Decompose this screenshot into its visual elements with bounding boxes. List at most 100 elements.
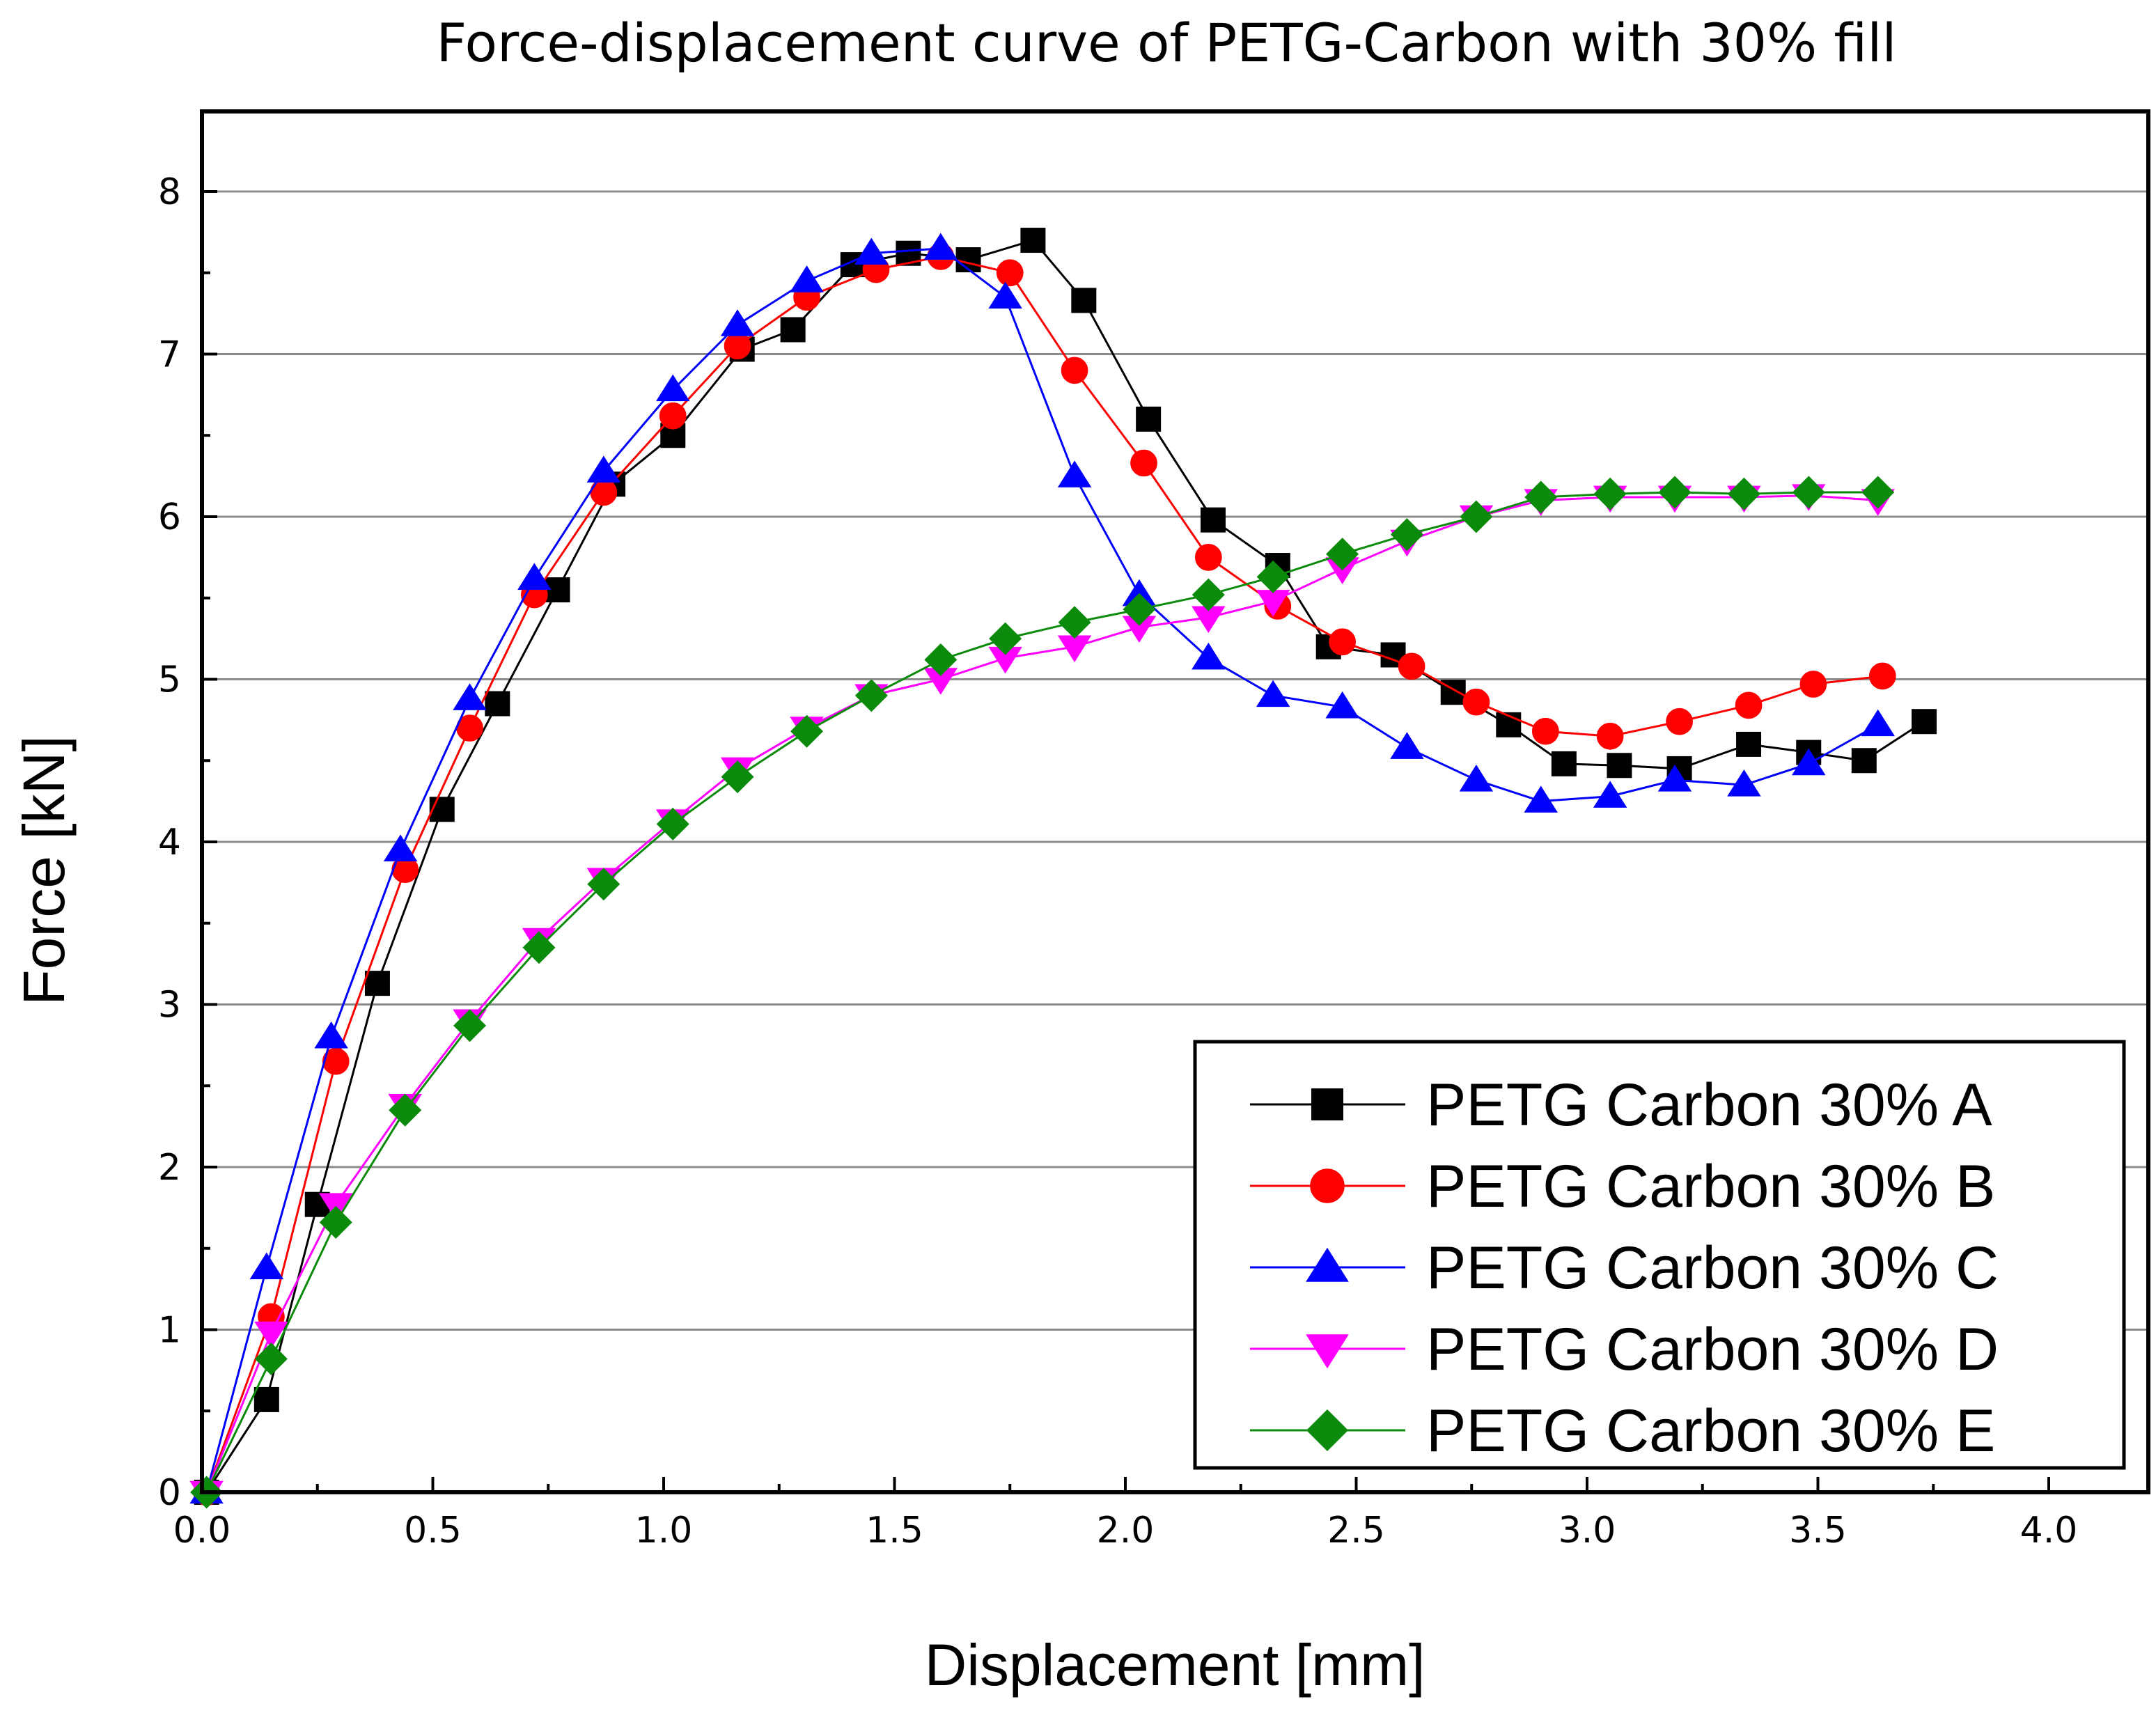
data-point (1462, 688, 1490, 716)
x-tick-label: 2.0 (1097, 1510, 1155, 1551)
legend-label: PETG Carbon 30% E (1426, 1398, 1995, 1464)
data-point (1326, 538, 1359, 571)
data-point (1657, 764, 1692, 792)
data-point (721, 760, 754, 794)
data-point (790, 265, 824, 292)
legend-item: PETG Carbon 30% C (1250, 1235, 1999, 1301)
data-point (1136, 406, 1162, 432)
legend-item: PETG Carbon 30% D (1250, 1316, 1999, 1383)
data-point (1666, 707, 1693, 735)
legend-marker (1306, 1409, 1349, 1452)
data-point (659, 402, 687, 430)
y-axis-label: Force [kN] (11, 735, 77, 1005)
legend-marker (1306, 1334, 1349, 1369)
x-tick-label: 0.0 (173, 1510, 231, 1551)
x-axis-label: Displacement [mm] (925, 1632, 1425, 1698)
data-point (1658, 476, 1692, 509)
data-point (1531, 717, 1559, 745)
data-point (854, 237, 889, 265)
data-point (924, 643, 958, 676)
data-point (453, 1009, 487, 1042)
legend-box (1193, 1040, 2126, 1470)
data-point (1911, 709, 1937, 735)
data-point (249, 1252, 284, 1280)
data-point (1727, 769, 1761, 797)
x-tick-label: 4.0 (2020, 1510, 2078, 1551)
data-point (364, 971, 390, 996)
data-point (955, 247, 981, 273)
legend-marker (1306, 1247, 1349, 1282)
y-tick-label: 6 (158, 496, 181, 538)
data-point (1727, 477, 1760, 510)
data-point (322, 1047, 350, 1075)
data-point (1593, 477, 1627, 510)
data-point (988, 281, 1022, 309)
data-point (1496, 712, 1522, 737)
data-point (1861, 476, 1895, 509)
x-tick-label: 0.5 (404, 1510, 462, 1551)
data-point (389, 1093, 422, 1127)
x-tick-label: 3.0 (1559, 1510, 1616, 1551)
data-point (656, 807, 689, 840)
data-point (254, 1321, 288, 1349)
data-point (517, 563, 552, 590)
data-point (996, 259, 1024, 287)
data-point (1256, 680, 1290, 707)
data-point (1459, 764, 1494, 792)
y-tick-label: 0 (158, 1472, 181, 1514)
data-point (656, 374, 690, 402)
data-point (586, 455, 621, 483)
data-point (1398, 652, 1425, 680)
data-point (1192, 642, 1226, 670)
x-tick-label: 3.5 (1789, 1510, 1847, 1551)
data-point (1058, 606, 1091, 639)
data-point (724, 332, 751, 360)
data-point (1607, 753, 1632, 779)
data-point (1390, 518, 1423, 552)
data-point (587, 868, 620, 901)
data-point (1194, 544, 1222, 571)
data-point (1071, 288, 1097, 313)
series-e (190, 476, 1895, 1509)
x-tick-label: 1.5 (866, 1510, 923, 1551)
y-tick-label: 1 (158, 1310, 181, 1352)
data-point (720, 309, 755, 336)
data-point (1792, 476, 1825, 509)
legend-marker (1311, 1088, 1343, 1120)
data-point (1861, 709, 1895, 737)
data-point (453, 683, 487, 710)
plot-area-frame (200, 109, 2150, 1494)
data-series (189, 228, 1937, 1509)
data-point (429, 797, 455, 822)
y-tick-label: 4 (158, 822, 181, 863)
legend-marker (1310, 1168, 1345, 1203)
y-tick-label: 3 (158, 985, 181, 1026)
data-point (1460, 500, 1493, 533)
legend-item: PETG Carbon 30% A (1250, 1072, 1992, 1139)
legend-item: PETG Carbon 30% E (1250, 1398, 1995, 1464)
data-point (383, 834, 418, 861)
data-point (989, 622, 1022, 655)
y-tick-label: 7 (158, 334, 181, 376)
data-point (1593, 781, 1627, 808)
x-tick-label: 2.5 (1327, 1510, 1385, 1551)
data-point (1057, 460, 1092, 487)
legend-label: PETG Carbon 30% B (1426, 1153, 1995, 1220)
data-point (1123, 593, 1156, 626)
data-point (1524, 480, 1558, 514)
data-point (522, 931, 556, 964)
y-tick-label: 5 (158, 659, 181, 701)
data-point (1192, 578, 1225, 611)
data-point (854, 679, 888, 712)
data-point (1735, 691, 1763, 719)
x-tick-label: 1.0 (635, 1510, 693, 1551)
data-point (1524, 785, 1558, 813)
data-point (1736, 731, 1762, 757)
data-point (1329, 628, 1356, 656)
data-point (923, 233, 958, 260)
data-point (1020, 228, 1046, 253)
data-point (253, 1386, 279, 1412)
legend-label: PETG Carbon 30% D (1426, 1316, 1999, 1383)
data-point (319, 1205, 352, 1239)
